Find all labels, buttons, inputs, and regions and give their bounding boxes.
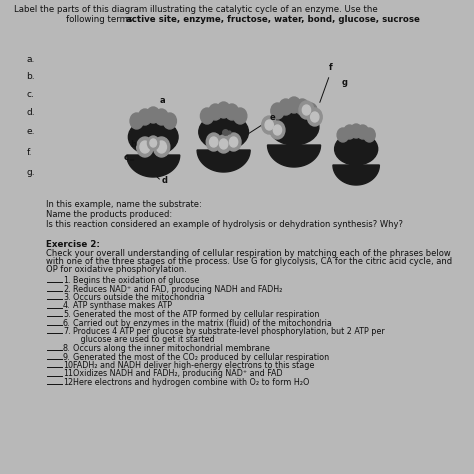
Text: Begins the oxidation of glucose: Begins the oxidation of glucose [73, 276, 199, 285]
Circle shape [350, 124, 362, 138]
Text: Here electrons and hydrogen combine with O₂ to form H₂O: Here electrons and hydrogen combine with… [73, 378, 309, 387]
Circle shape [130, 113, 143, 129]
Circle shape [234, 108, 247, 124]
Circle shape [226, 133, 241, 151]
Text: Carried out by enzymes in the matrix (fluid) of the mitochondria: Carried out by enzymes in the matrix (fl… [73, 319, 332, 328]
Text: Label the parts of this diagram illustrating the catalytic cycle of an enzyme. U: Label the parts of this diagram illustra… [14, 5, 378, 14]
Text: following terms:: following terms: [66, 15, 138, 24]
Circle shape [357, 125, 369, 139]
Text: f.: f. [27, 148, 32, 157]
Circle shape [279, 99, 292, 115]
Text: b.: b. [27, 72, 35, 81]
Circle shape [270, 121, 285, 139]
Polygon shape [127, 155, 180, 177]
Text: 12.: 12. [63, 378, 75, 387]
Text: Oxidizes NADH and FADH₂, producing NAD⁺ and FAD: Oxidizes NADH and FADH₂, producing NAD⁺ … [73, 370, 283, 379]
Text: c: c [123, 153, 128, 162]
Circle shape [206, 133, 221, 151]
Text: e: e [269, 113, 275, 122]
Circle shape [210, 137, 218, 147]
Text: glucose are used to get it started: glucose are used to get it started [73, 336, 215, 345]
Text: In this example, name the substrate:: In this example, name the substrate: [46, 200, 201, 209]
Circle shape [229, 137, 238, 147]
Text: Exercise 2:: Exercise 2: [46, 240, 100, 249]
Circle shape [344, 125, 356, 139]
Polygon shape [333, 165, 379, 185]
Text: with one of the three stages of the process. Use G for glycolysis, CA for the ci: with one of the three stages of the proc… [46, 257, 452, 266]
Text: 8.: 8. [63, 344, 71, 353]
Circle shape [137, 137, 153, 157]
Text: 10.: 10. [63, 361, 75, 370]
Text: Name the products produced:: Name the products produced: [46, 210, 172, 219]
Circle shape [201, 108, 214, 124]
Text: 9.: 9. [63, 353, 71, 362]
Circle shape [150, 139, 156, 147]
Circle shape [271, 103, 284, 119]
Ellipse shape [269, 109, 319, 145]
Circle shape [310, 112, 319, 122]
Circle shape [225, 104, 238, 120]
Text: ATP synthase makes ATP: ATP synthase makes ATP [73, 301, 172, 310]
Text: 7.: 7. [63, 327, 71, 336]
Circle shape [146, 107, 160, 123]
Text: Reduces NAD⁺ and FAD, producing NADH and FADH₂: Reduces NAD⁺ and FAD, producing NADH and… [73, 284, 282, 293]
Text: g: g [342, 78, 348, 87]
Text: Produces 4 ATP per glucose by substrate-level phosphorylation, but 2 ATP per: Produces 4 ATP per glucose by substrate-… [73, 327, 384, 336]
Circle shape [337, 128, 349, 142]
Text: c.: c. [27, 90, 35, 99]
Polygon shape [267, 145, 320, 167]
Circle shape [299, 101, 314, 119]
Text: active site, enzyme, fructose, water, bond, glucose, sucrose: active site, enzyme, fructose, water, bo… [126, 15, 420, 24]
Polygon shape [197, 150, 250, 172]
Text: Generated the most of the ATP formed by cellular respiration: Generated the most of the ATP formed by … [73, 310, 319, 319]
Circle shape [265, 120, 273, 130]
Text: FADH₂ and NADH deliver high-energy electrons to this stage: FADH₂ and NADH deliver high-energy elect… [73, 361, 314, 370]
Text: Generated the most of the CO₂ produced by cellular respiration: Generated the most of the CO₂ produced b… [73, 353, 329, 362]
Circle shape [364, 128, 375, 142]
Circle shape [273, 125, 282, 135]
Text: 2.: 2. [63, 284, 71, 293]
Text: 4.: 4. [63, 301, 71, 310]
Text: d.: d. [27, 108, 35, 117]
Circle shape [156, 141, 166, 153]
Circle shape [287, 97, 301, 113]
Text: f: f [329, 63, 333, 72]
Circle shape [147, 136, 159, 150]
Circle shape [307, 108, 322, 126]
Text: OP for oxidative phosphorylation.: OP for oxidative phosphorylation. [46, 265, 186, 274]
Ellipse shape [128, 119, 178, 155]
Circle shape [163, 113, 176, 129]
Text: Occurs along the inner mitochondrial membrane: Occurs along the inner mitochondrial mem… [73, 344, 270, 353]
Text: e.: e. [27, 127, 35, 136]
Text: a: a [160, 96, 165, 105]
Circle shape [153, 137, 170, 157]
Circle shape [209, 104, 222, 120]
Circle shape [219, 139, 228, 149]
Circle shape [140, 141, 150, 153]
Circle shape [262, 116, 277, 134]
Ellipse shape [199, 114, 248, 150]
Circle shape [216, 135, 231, 153]
Circle shape [217, 102, 230, 118]
Circle shape [302, 105, 310, 115]
Text: Check your overall understanding of cellular respiration by matching each of the: Check your overall understanding of cell… [46, 249, 450, 258]
Circle shape [304, 103, 317, 119]
Text: d: d [162, 176, 167, 185]
Text: Is this reaction considered an example of hydrolysis or dehydration synthesis? W: Is this reaction considered an example o… [46, 220, 402, 229]
Text: g.: g. [27, 168, 35, 177]
Text: 3.: 3. [63, 293, 71, 302]
Circle shape [138, 109, 152, 125]
Text: 1.: 1. [63, 276, 71, 285]
Circle shape [155, 109, 168, 125]
Text: b: b [130, 140, 136, 149]
Ellipse shape [335, 133, 378, 165]
Text: Occurs outside the mitochondria: Occurs outside the mitochondria [73, 293, 205, 302]
Text: 5.: 5. [63, 310, 71, 319]
Text: 11.: 11. [63, 370, 75, 379]
Text: 6.: 6. [63, 319, 71, 328]
Circle shape [296, 99, 309, 115]
Text: a.: a. [27, 55, 35, 64]
